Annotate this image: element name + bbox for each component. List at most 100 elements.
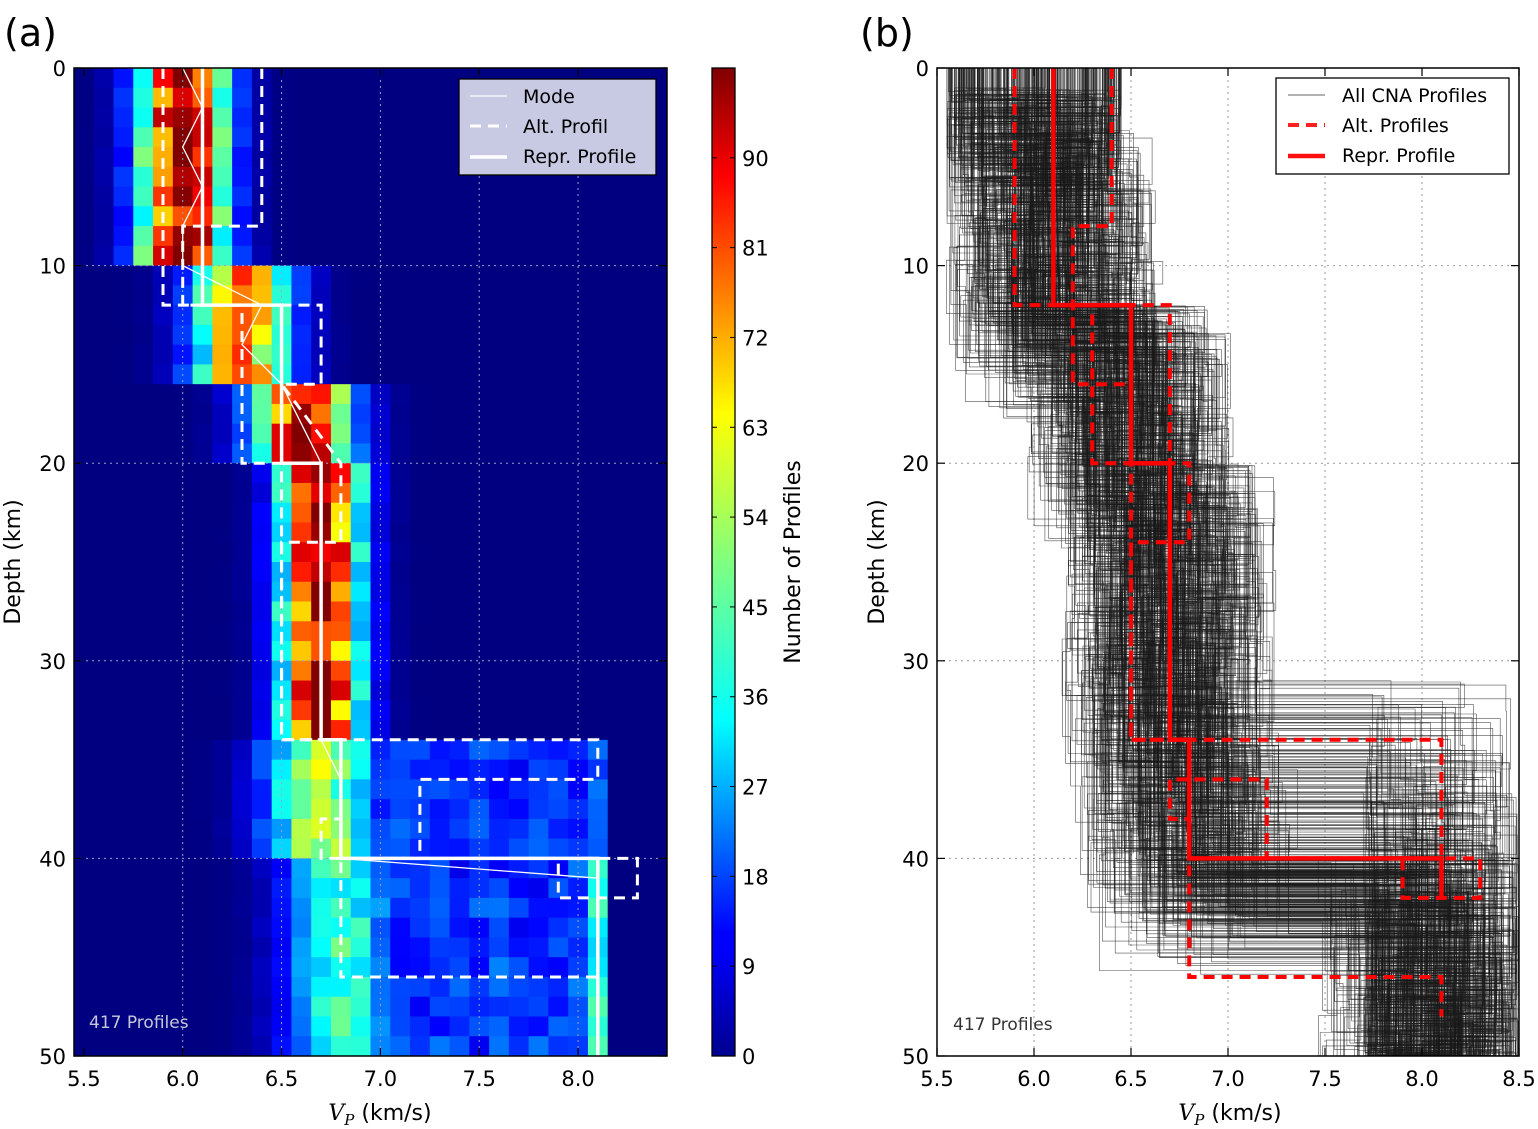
heatmap-cell — [350, 562, 371, 583]
heatmap-cell — [429, 799, 451, 820]
heatmap-cell — [548, 720, 569, 741]
heatmap-cell — [232, 917, 253, 938]
heatmap-cell — [469, 996, 490, 1017]
heatmap-cell — [212, 384, 233, 405]
heatmap-cell — [508, 720, 530, 741]
cna-profile-line — [1023, 68, 1457, 1056]
heatmap-cell — [370, 482, 391, 504]
heatmap-cell — [330, 285, 352, 306]
x-tick-label: 8.0 — [561, 1067, 594, 1091]
heatmap-cell — [627, 957, 648, 978]
heatmap-cell — [74, 166, 95, 188]
heatmap-cell — [74, 680, 95, 701]
heatmap-cell — [271, 858, 292, 879]
heatmap-cell — [429, 937, 451, 958]
heatmap-cell — [311, 937, 332, 958]
heatmap-cell — [212, 226, 233, 247]
heatmap-cell — [93, 779, 115, 800]
heatmap-cell — [489, 482, 510, 504]
heatmap-cell — [172, 739, 194, 761]
heatmap-cell — [251, 542, 273, 563]
heatmap-cell — [607, 759, 628, 780]
heatmap-cell — [410, 502, 431, 523]
heatmap-cell — [390, 166, 411, 188]
heatmap-cell — [568, 937, 589, 958]
heatmap-cell — [429, 68, 451, 89]
heatmap-cell — [192, 562, 213, 583]
heatmap-cell — [607, 878, 628, 899]
cna-profile-line — [1057, 68, 1519, 1056]
cna-profile-line — [955, 68, 1517, 1056]
heatmap-cell — [251, 641, 273, 662]
heatmap-cell — [449, 838, 470, 859]
heatmap-cell — [647, 1016, 667, 1037]
heatmap-cell — [212, 680, 233, 701]
heatmap-cell — [429, 522, 451, 543]
heatmap-cell — [568, 324, 589, 346]
heatmap-cell — [627, 186, 648, 207]
panel-a-xlabel-sub: P — [343, 1111, 355, 1129]
heatmap-cell — [232, 641, 253, 662]
heatmap-cell — [587, 799, 609, 820]
heatmap-cell — [528, 344, 549, 365]
heatmap-cell — [291, 660, 312, 682]
heatmap-cell — [93, 621, 115, 642]
cna-profile-line — [1026, 68, 1508, 1056]
heatmap-cell — [370, 759, 391, 780]
heatmap-cell — [627, 502, 648, 523]
heatmap-cell — [74, 344, 95, 365]
heatmap-cell — [350, 897, 371, 919]
heatmap-cell — [607, 384, 628, 405]
heatmap-cell — [113, 799, 134, 820]
heatmap-cell — [627, 917, 648, 938]
heatmap-cell — [528, 641, 549, 662]
heatmap-cell — [370, 1016, 391, 1037]
heatmap-cell — [410, 542, 431, 563]
heatmap-cell — [311, 443, 332, 464]
heatmap-cell — [370, 384, 391, 405]
heatmap-cell — [232, 265, 253, 286]
panel-b-legend-alt-label: Alt. Profiles — [1342, 115, 1449, 137]
heatmap-cell — [528, 305, 549, 326]
heatmap-cell — [548, 700, 569, 721]
heatmap-cell — [291, 700, 312, 721]
heatmap-cell — [291, 127, 312, 148]
heatmap-cell — [528, 937, 549, 958]
heatmap-cell — [607, 522, 628, 543]
heatmap-cell — [212, 641, 233, 662]
heatmap-cell — [429, 1036, 451, 1056]
heatmap-cell — [291, 818, 312, 840]
heatmap-cell — [311, 759, 332, 780]
heatmap-cell — [548, 838, 569, 859]
heatmap-cell — [93, 759, 115, 780]
heatmap-cell — [311, 147, 332, 168]
heatmap-cell — [429, 245, 451, 267]
heatmap-cell — [508, 601, 530, 622]
heatmap-cell — [251, 443, 273, 464]
heatmap-cell — [113, 897, 134, 919]
heatmap-cell — [607, 364, 628, 385]
cna-profile-line — [981, 68, 1477, 1056]
heatmap-cell — [647, 1036, 667, 1056]
heatmap-cell — [390, 680, 411, 701]
heatmap-cell — [607, 206, 628, 227]
heatmap-cell — [232, 443, 253, 464]
heatmap-cell — [311, 265, 332, 286]
heatmap-cell — [568, 384, 589, 405]
heatmap-cell — [429, 482, 451, 504]
heatmap-cell — [449, 324, 470, 346]
heatmap-cell — [153, 305, 174, 326]
heatmap-cell — [212, 87, 233, 109]
heatmap-cell — [429, 127, 451, 148]
heatmap-cell — [508, 957, 530, 978]
cna-profile-line — [979, 68, 1487, 1056]
heatmap-cell — [133, 423, 154, 444]
heatmap-cell — [390, 996, 411, 1017]
heatmap-cell — [410, 482, 431, 504]
heatmap-cell — [587, 522, 609, 543]
heatmap-cell — [133, 147, 154, 168]
heatmap-cell — [350, 522, 371, 543]
heatmap-cell — [587, 482, 609, 504]
panel-b-axis-ticks: 5.5 6.0 6.5 7.0 7.5 8.0 8.5 0 10 20 30 40 50 — [902, 57, 1535, 1091]
heatmap-cell — [528, 878, 549, 899]
